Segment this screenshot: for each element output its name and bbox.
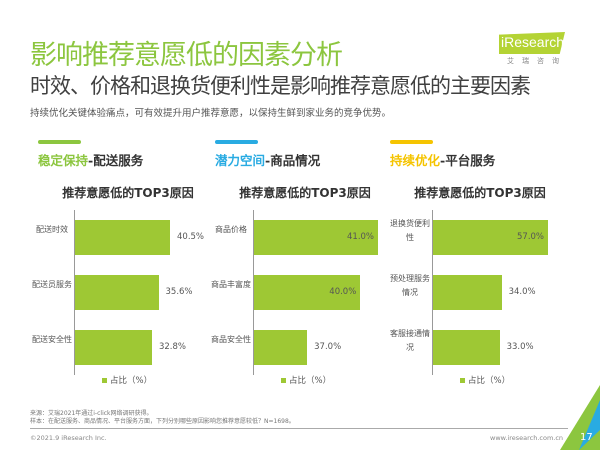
value-label: 40.0% — [329, 287, 357, 297]
panel-heading-highlight: 持续优化 — [390, 153, 441, 168]
category-label: 配送安全性 — [32, 335, 72, 344]
page-number: 17 — [580, 432, 593, 443]
sample-text: 样本：在配送服务、商品情况、平台服务方面，下列分别哪些原因影响您推荐意愿较低？N… — [30, 418, 295, 425]
category-label: 配送员服务 — [32, 280, 72, 289]
panel-heading-rest: -商品情况 — [265, 153, 321, 168]
panel-heading-highlight: 稳定保持 — [38, 153, 89, 168]
category-label: 退换货便利性 — [390, 219, 430, 242]
value-label: 41.0% — [347, 232, 375, 242]
chart-legend: 占比（%） — [102, 374, 152, 386]
category-label: 商品安全性 — [211, 335, 251, 344]
legend-label: 占比（%） — [110, 376, 153, 386]
footer-divider — [30, 428, 568, 429]
page-title: 影响推荐意愿低的因素分析 — [30, 40, 343, 71]
bar — [254, 275, 361, 310]
category-label: 预处理服务情况 — [390, 274, 430, 297]
panel-heading: 潜力空间-商品情况 — [215, 150, 320, 169]
chart-title: 推荐意愿低的TOP3原因 — [239, 186, 371, 200]
panel-heading: 稳定保持-配送服务 — [38, 150, 143, 169]
chart-axis — [74, 210, 75, 375]
legend-swatch — [102, 378, 107, 383]
category-label: 商品价格 — [215, 225, 247, 234]
value-label: 40.5% — [177, 232, 205, 242]
category-label: 配送时效 — [36, 225, 68, 234]
logo-cn-text: 艾瑞咨询 — [507, 57, 567, 65]
bar — [254, 220, 378, 255]
header-accent-line — [390, 140, 433, 144]
chart-axis — [253, 210, 254, 375]
value-label: 33.0% — [506, 342, 534, 352]
copyright: ©2021.9 iResearch Inc. — [30, 434, 107, 442]
bar — [433, 330, 500, 365]
bar — [254, 330, 308, 365]
panel-heading-rest: -配送服务 — [88, 153, 144, 168]
legend-label: 占比（%） — [468, 376, 511, 386]
bar — [75, 330, 152, 365]
panel-heading-rest: -平台服务 — [440, 153, 496, 168]
chart-panel-2: 潜力空间-商品情况 推荐意愿低的TOP3原因 商品价格 41.0% 商品丰富度 4… — [211, 140, 395, 390]
iresearch-logo: iResearch 艾瑞咨询 — [495, 32, 567, 67]
chart-axis — [432, 210, 433, 375]
value-label: 34.0% — [508, 287, 536, 297]
chart-legend: 占比（%） — [460, 374, 510, 386]
source-text: 来源：艾瑞2021年通过i-click网络调研获得。 — [30, 410, 153, 417]
bar — [433, 220, 548, 255]
legend-label: 占比（%） — [289, 376, 332, 386]
chart-title: 推荐意愿低的TOP3原因 — [414, 186, 546, 200]
chart-title: 推荐意愿低的TOP3原因 — [62, 186, 194, 200]
chart-panel-1: 稳定保持-配送服务 推荐意愿低的TOP3原因 配送时效 40.5% 配送员服务 3… — [32, 140, 218, 390]
page-description: 持续优化关键体验痛点，可有效提升用户推荐意愿，以保持生鲜到家业务的竞争优势。 — [30, 108, 392, 119]
header-accent-line — [215, 140, 258, 144]
panel-heading-highlight: 潜力空间 — [215, 153, 266, 168]
logo-text: iResearch — [501, 34, 565, 50]
bar — [75, 220, 170, 255]
chart-legend: 占比（%） — [281, 374, 331, 386]
value-label: 35.6% — [165, 287, 193, 297]
source-note: 来源：艾瑞2021年通过i-click网络调研获得。 样本：在配送服务、商品情况… — [30, 410, 295, 426]
chart-panel-3: 持续优化-平台服务 推荐意愿低的TOP3原因 退换货便利性 57.0% 预处理服务… — [390, 140, 570, 390]
website-link[interactable]: www.iresearch.com.cn — [490, 434, 564, 442]
value-label: 57.0% — [517, 232, 545, 242]
category-label: 客服接通情况 — [390, 329, 430, 352]
value-label: 37.0% — [314, 342, 342, 352]
legend-swatch — [281, 378, 286, 383]
bar — [433, 275, 502, 310]
panel-heading: 持续优化-平台服务 — [390, 150, 495, 169]
category-label: 商品丰富度 — [211, 280, 251, 289]
bar — [75, 275, 159, 310]
legend-swatch — [460, 378, 465, 383]
page-subtitle: 时效、价格和退换货便利性是影响推荐意愿低的主要因素 — [30, 74, 531, 98]
header-accent-line — [38, 140, 81, 144]
value-label: 32.8% — [158, 342, 186, 352]
